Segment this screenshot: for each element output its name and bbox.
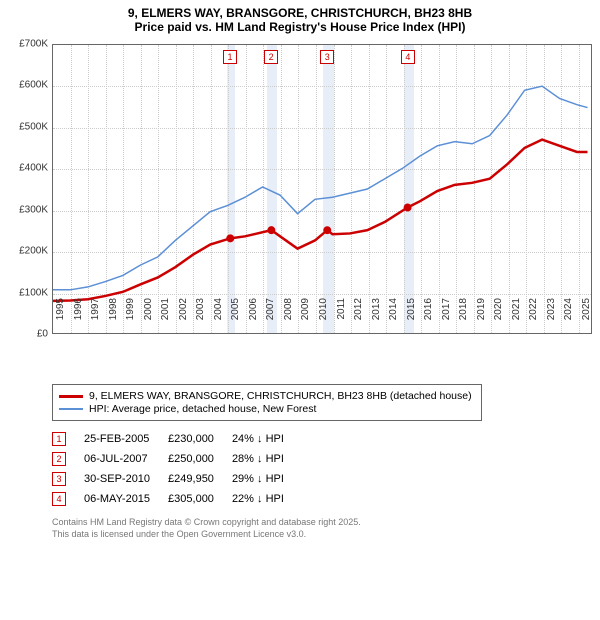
title-line1: 9, ELMERS WAY, BRANSGORE, CHRISTCHURCH, … <box>8 6 592 20</box>
event-marker-icon: 3 <box>52 472 66 486</box>
xtick-label: 2008 <box>283 298 294 338</box>
event-marker-cell: 4 <box>52 489 84 509</box>
event-price: £305,000 <box>168 489 232 509</box>
event-marker-cell: 1 <box>52 429 84 449</box>
legend-swatch-red <box>59 395 83 398</box>
event-row: 1 25-FEB-2005£230,00024% ↓ HPI <box>52 429 302 449</box>
xtick-label: 2020 <box>493 298 504 338</box>
price-point <box>404 204 412 212</box>
xtick-label: 2002 <box>178 298 189 338</box>
xtick-label: 2009 <box>300 298 311 338</box>
xtick-label: 2018 <box>458 298 469 338</box>
xtick-label: 2025 <box>581 298 592 338</box>
xtick-label: 2007 <box>265 298 276 338</box>
legend-label-hpi: HPI: Average price, detached house, New … <box>89 403 316 415</box>
legend-label-property: 9, ELMERS WAY, BRANSGORE, CHRISTCHURCH, … <box>89 390 472 402</box>
plot-area <box>52 44 592 334</box>
xtick-label: 2013 <box>371 298 382 338</box>
event-date: 30-SEP-2010 <box>84 469 168 489</box>
title-block: 9, ELMERS WAY, BRANSGORE, CHRISTCHURCH, … <box>8 6 592 34</box>
event-marker-cell: 3 <box>52 469 84 489</box>
chart-svg <box>53 45 591 333</box>
xtick-label: 2004 <box>213 298 224 338</box>
event-diff: 28% ↓ HPI <box>232 449 302 469</box>
xtick-label: 2001 <box>160 298 171 338</box>
event-marker: 2 <box>264 50 278 64</box>
xtick-label: 2021 <box>511 298 522 338</box>
xtick-label: 1995 <box>55 298 66 338</box>
xtick-label: 1998 <box>108 298 119 338</box>
price-point <box>267 226 275 234</box>
price-point <box>323 226 331 234</box>
events-table: 1 25-FEB-2005£230,00024% ↓ HPI 2 06-JUL-200… <box>52 429 302 509</box>
event-marker: 1 <box>223 50 237 64</box>
ytick-label: £400K <box>19 163 48 174</box>
xtick-label: 2011 <box>336 298 347 338</box>
chart-container: 9, ELMERS WAY, BRANSGORE, CHRISTCHURCH, … <box>0 0 600 546</box>
xtick-label: 1996 <box>73 298 84 338</box>
xtick-label: 2005 <box>230 298 241 338</box>
ytick-label: £0 <box>37 329 48 340</box>
price-point <box>226 234 234 242</box>
legend-row-property: 9, ELMERS WAY, BRANSGORE, CHRISTCHURCH, … <box>59 390 475 402</box>
event-price: £230,000 <box>168 429 232 449</box>
legend-swatch-blue <box>59 408 83 410</box>
legend: 9, ELMERS WAY, BRANSGORE, CHRISTCHURCH, … <box>52 384 482 421</box>
ytick-label: £300K <box>19 204 48 215</box>
event-price: £249,950 <box>168 469 232 489</box>
xtick-label: 2022 <box>528 298 539 338</box>
footer: Contains HM Land Registry data © Crown c… <box>52 517 592 540</box>
ytick-label: £700K <box>19 39 48 50</box>
event-row: 2 06-JUL-2007£250,00028% ↓ HPI <box>52 449 302 469</box>
event-diff: 24% ↓ HPI <box>232 429 302 449</box>
xtick-label: 2015 <box>406 298 417 338</box>
ytick-label: £500K <box>19 121 48 132</box>
event-marker-cell: 2 <box>52 449 84 469</box>
event-marker-icon: 4 <box>52 492 66 506</box>
xtick-label: 2006 <box>248 298 259 338</box>
event-marker-icon: 2 <box>52 452 66 466</box>
ytick-label: £600K <box>19 80 48 91</box>
footer-line1: Contains HM Land Registry data © Crown c… <box>52 517 592 529</box>
event-marker: 4 <box>401 50 415 64</box>
xtick-label: 2010 <box>318 298 329 338</box>
event-row: 3 30-SEP-2010£249,95029% ↓ HPI <box>52 469 302 489</box>
event-diff: 22% ↓ HPI <box>232 489 302 509</box>
event-diff: 29% ↓ HPI <box>232 469 302 489</box>
event-marker: 3 <box>320 50 334 64</box>
footer-line2: This data is licensed under the Open Gov… <box>52 529 592 541</box>
legend-row-hpi: HPI: Average price, detached house, New … <box>59 403 475 415</box>
xtick-label: 2017 <box>441 298 452 338</box>
chart-wrap: £0 £100K £200K £300K £400K £500K £600K £700K 199… <box>8 38 592 378</box>
ytick-label: £100K <box>19 287 48 298</box>
ytick-label: £200K <box>19 246 48 257</box>
xtick-label: 2000 <box>143 298 154 338</box>
event-row: 4 06-MAY-2015£305,00022% ↓ HPI <box>52 489 302 509</box>
xtick-label: 2012 <box>353 298 364 338</box>
event-date: 06-MAY-2015 <box>84 489 168 509</box>
xtick-label: 2003 <box>195 298 206 338</box>
event-price: £250,000 <box>168 449 232 469</box>
xtick-label: 2014 <box>388 298 399 338</box>
xtick-label: 1999 <box>125 298 136 338</box>
event-date: 06-JUL-2007 <box>84 449 168 469</box>
event-date: 25-FEB-2005 <box>84 429 168 449</box>
xtick-label: 2024 <box>563 298 574 338</box>
xtick-label: 2016 <box>423 298 434 338</box>
xtick-label: 2019 <box>476 298 487 338</box>
xtick-label: 1997 <box>90 298 101 338</box>
xtick-label: 2023 <box>546 298 557 338</box>
title-line2: Price paid vs. HM Land Registry's House … <box>8 20 592 34</box>
event-marker-icon: 1 <box>52 432 66 446</box>
